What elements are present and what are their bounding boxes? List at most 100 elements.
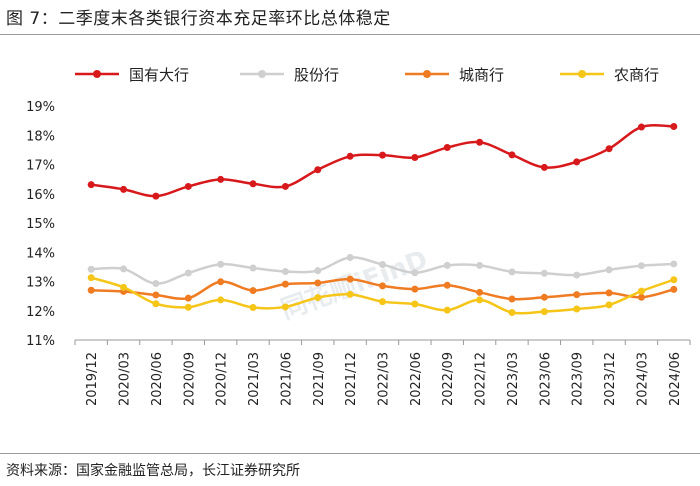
data-point	[314, 166, 322, 174]
chart: 同花顺iFinD 国有大行 股份行 城商行 农商行 11%12%13%14%15%16…	[26, 66, 691, 406]
data-point	[281, 280, 289, 288]
x-tick-label: 2021/09	[312, 352, 327, 406]
data-point	[605, 289, 613, 297]
data-point	[379, 151, 386, 159]
top-rule	[0, 34, 700, 35]
legend-marker	[258, 70, 266, 78]
x-tick-label: 2020/12	[215, 352, 230, 406]
data-point	[411, 300, 419, 308]
x-tick-label: 2024/06	[668, 352, 683, 406]
data-point	[379, 298, 386, 306]
legend-label: 城商行	[459, 66, 504, 84]
data-point	[670, 122, 678, 130]
data-point	[314, 267, 322, 275]
bottom-rule	[0, 453, 700, 454]
data-point	[152, 300, 160, 308]
legend-marker	[578, 70, 586, 78]
figure-title: 图 7：二季度末各类银行资本充足率环比总体稳定	[6, 9, 391, 29]
data-point	[508, 295, 516, 303]
data-point	[281, 268, 289, 276]
data-point	[573, 158, 581, 166]
y-tick-label: 12%	[26, 305, 55, 320]
data-point	[540, 293, 548, 301]
x-tick-label: 2022/03	[377, 352, 392, 406]
x-tick-label: 2023/06	[538, 352, 553, 406]
data-point	[152, 291, 160, 299]
x-tick-label: 2022/06	[409, 352, 424, 406]
data-point	[637, 293, 645, 301]
x-tick-label: 2021/06	[279, 352, 294, 406]
data-point	[379, 282, 386, 290]
data-point	[508, 309, 516, 317]
data-point	[184, 182, 192, 190]
data-point	[670, 276, 678, 284]
data-point	[605, 301, 613, 309]
data-point	[670, 285, 678, 293]
source-note: 资料来源：国家金融监管总局，长江证券研究所	[6, 463, 300, 479]
data-point	[346, 152, 354, 160]
data-point	[476, 261, 484, 269]
data-point	[637, 262, 645, 270]
legend-label: 国有大行	[129, 66, 189, 84]
data-point	[120, 283, 128, 291]
data-point	[346, 275, 354, 283]
x-tick-label: 2022/09	[441, 352, 456, 406]
data-point	[476, 288, 484, 296]
data-point	[573, 271, 581, 279]
data-point	[281, 182, 289, 190]
data-point	[346, 254, 354, 262]
x-tick-label: 2022/12	[474, 352, 489, 406]
x-tick-label: 2020/03	[118, 352, 133, 406]
data-point	[217, 260, 225, 268]
x-axis: 2019/12 2020/03 2020/06 2020/09 2020/12 2021/…	[74, 339, 691, 406]
data-point	[411, 153, 419, 161]
data-point	[120, 265, 128, 273]
data-point	[249, 180, 257, 188]
data-point	[443, 281, 451, 289]
data-point	[281, 303, 289, 311]
data-point	[443, 144, 451, 152]
legend-label: 农商行	[614, 66, 659, 84]
data-point	[249, 304, 257, 312]
data-point	[637, 123, 645, 131]
data-point	[443, 261, 451, 269]
x-tick-label: 2021/12	[344, 352, 359, 406]
data-point	[249, 264, 257, 272]
data-point	[508, 268, 516, 276]
data-point	[605, 266, 613, 274]
x-tick-label: 2019/12	[85, 352, 100, 406]
data-point	[217, 175, 225, 183]
data-point	[217, 278, 225, 286]
data-point	[87, 265, 95, 273]
data-point	[152, 280, 160, 288]
data-point	[120, 185, 128, 193]
data-point	[508, 151, 516, 159]
data-point	[184, 294, 192, 302]
y-tick-label: 18%	[26, 129, 55, 144]
x-tick-label: 2024/03	[635, 352, 650, 406]
data-point	[184, 269, 192, 277]
data-point	[314, 279, 322, 287]
data-point	[152, 192, 160, 200]
data-point	[87, 181, 95, 189]
data-point	[637, 287, 645, 295]
series-line	[91, 124, 674, 198]
data-point	[314, 294, 322, 302]
y-tick-label: 11%	[26, 334, 55, 349]
series-layer	[87, 122, 678, 317]
data-point	[540, 163, 548, 171]
data-point	[217, 296, 225, 304]
y-tick-label: 17%	[26, 159, 55, 174]
data-point	[87, 274, 95, 282]
x-tick-label: 2020/09	[182, 352, 197, 406]
data-point	[411, 285, 419, 293]
data-point	[573, 305, 581, 313]
legend-marker	[423, 70, 431, 78]
data-point	[573, 291, 581, 299]
x-tick-label: 2023/03	[506, 352, 521, 406]
legend-label: 股份行	[294, 66, 339, 84]
x-tick-label: 2021/03	[247, 352, 262, 406]
x-tick-label: 2023/09	[571, 352, 586, 406]
data-point	[184, 303, 192, 311]
data-point	[346, 290, 354, 298]
